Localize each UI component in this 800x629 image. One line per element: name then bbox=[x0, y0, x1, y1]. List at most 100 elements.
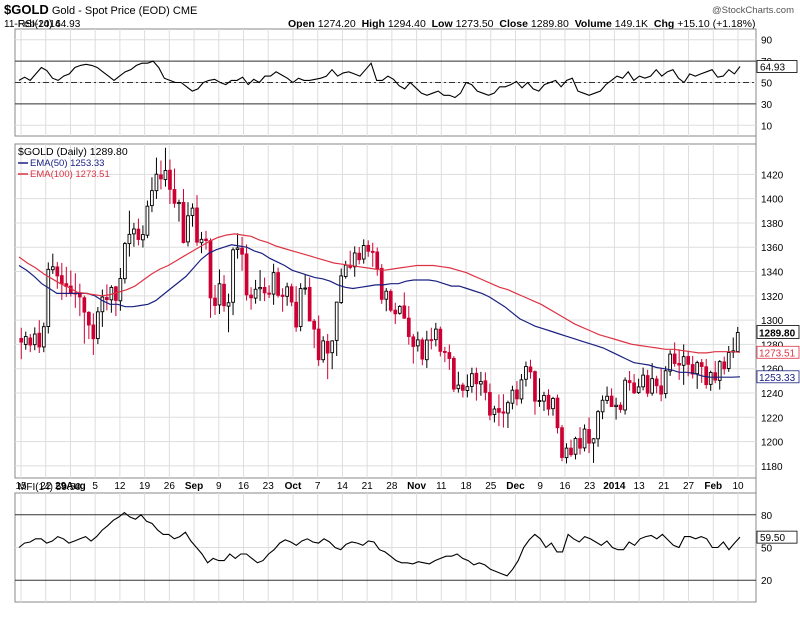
candle-body bbox=[172, 189, 177, 204]
candle-body bbox=[663, 370, 668, 395]
candle-body bbox=[258, 286, 262, 290]
candle-body bbox=[271, 272, 276, 295]
x-tick-label: Dec bbox=[506, 481, 525, 492]
symbol: $GOLD bbox=[4, 2, 49, 17]
candle-body bbox=[564, 447, 569, 459]
candle-body bbox=[352, 252, 357, 268]
candle-body bbox=[533, 371, 537, 402]
candle-body bbox=[23, 336, 28, 345]
candle-body bbox=[591, 438, 596, 444]
candle-body bbox=[600, 399, 605, 413]
candle-body bbox=[596, 411, 600, 440]
candle-body bbox=[105, 297, 109, 301]
x-tick-label: 2014 bbox=[603, 481, 626, 492]
candle-body bbox=[154, 173, 159, 192]
candle-body bbox=[208, 240, 213, 299]
high-label: High bbox=[361, 18, 385, 30]
candle-body bbox=[370, 250, 375, 253]
rsi-tick-label: 30 bbox=[761, 100, 773, 111]
candle-body bbox=[226, 302, 231, 307]
price-tick-label: 1200 bbox=[761, 438, 784, 449]
x-tick-label: 27 bbox=[683, 481, 695, 492]
candle-body bbox=[587, 429, 591, 444]
candle-body bbox=[519, 379, 524, 400]
x-tick-label: 16 bbox=[238, 481, 250, 492]
rsi-tick-label: 90 bbox=[761, 36, 773, 47]
candle-body bbox=[677, 363, 682, 366]
candle-body bbox=[524, 366, 528, 380]
candle-body bbox=[452, 357, 456, 390]
chg-value: +15.10 (+1.18%) bbox=[677, 18, 756, 30]
mfi-last-value-box bbox=[756, 530, 798, 544]
candle-body bbox=[100, 296, 105, 313]
candle-body bbox=[159, 174, 163, 180]
x-tick-label: Nov bbox=[407, 481, 426, 492]
candle-body bbox=[605, 395, 609, 401]
volume-label: Volume bbox=[574, 18, 612, 30]
candle-body bbox=[560, 427, 564, 458]
candle-body bbox=[141, 234, 145, 241]
candle-body bbox=[388, 290, 393, 311]
x-tick-label: 25 bbox=[485, 481, 497, 492]
x-tick-label: 22 bbox=[40, 481, 52, 492]
ema100-line bbox=[18, 233, 741, 354]
candle-body bbox=[722, 361, 727, 370]
candle-body bbox=[366, 244, 371, 252]
candle-body bbox=[240, 247, 244, 255]
candle-body bbox=[672, 353, 677, 364]
candle-body bbox=[555, 397, 560, 429]
candle-body bbox=[379, 267, 384, 300]
candle-body bbox=[361, 245, 366, 260]
price-tick-label: 1220 bbox=[761, 413, 784, 424]
candle-body bbox=[262, 286, 267, 294]
chart-date: 11-Feb-2014 bbox=[4, 19, 61, 30]
ema100-legend: EMA(100) 1273.51 bbox=[30, 169, 110, 180]
candle-body bbox=[461, 384, 465, 391]
candle-body bbox=[614, 404, 618, 408]
x-tick-label: 28 bbox=[386, 481, 398, 492]
close-label: Close bbox=[499, 18, 528, 30]
price-legend: $GOLD (Daily) 1289.80 bbox=[18, 146, 128, 158]
candle-body bbox=[163, 170, 168, 180]
candle-body bbox=[726, 352, 731, 369]
rsi-last-value-box bbox=[756, 60, 798, 73]
candle-body bbox=[307, 286, 312, 322]
candle-body bbox=[713, 372, 718, 381]
candle-body bbox=[217, 283, 222, 306]
chart-title: $GOLD Gold - Spot Price (EOD) CME bbox=[4, 2, 197, 17]
candle-body bbox=[699, 362, 704, 367]
candle-body bbox=[456, 384, 461, 390]
mfi-tick-label: 20 bbox=[761, 576, 773, 587]
x-tick-label: 18 bbox=[460, 481, 472, 492]
candle-body bbox=[339, 275, 344, 303]
price-tick-label: 1180 bbox=[761, 462, 783, 473]
candle-body bbox=[479, 380, 483, 385]
rsi-line bbox=[18, 60, 741, 99]
candle-body bbox=[695, 362, 700, 375]
x-tick-label: Sep bbox=[185, 481, 203, 492]
candle-body bbox=[420, 339, 425, 360]
candle-body bbox=[528, 366, 533, 373]
volume-value: 149.1K bbox=[614, 18, 649, 30]
candle-body bbox=[546, 394, 551, 410]
candle-body bbox=[145, 205, 150, 236]
candle-body bbox=[397, 305, 402, 314]
price-tick-label: 1240 bbox=[761, 389, 784, 400]
candle-body bbox=[483, 380, 488, 393]
candle-body bbox=[623, 379, 627, 411]
candle-body bbox=[280, 294, 285, 297]
candle-body bbox=[627, 380, 632, 384]
ema50-last-value-label: 1253.33 bbox=[759, 373, 796, 384]
candle-body bbox=[127, 233, 132, 245]
candle-body bbox=[582, 428, 587, 449]
candle-body bbox=[375, 251, 380, 270]
candle-body bbox=[506, 402, 510, 414]
candle-body bbox=[650, 378, 654, 394]
price-tick-label: 1260 bbox=[761, 365, 784, 376]
close-value: 1289.80 bbox=[530, 18, 569, 30]
ema50-legend: EMA(50) 1253.33 bbox=[30, 158, 104, 169]
candle-body bbox=[222, 283, 226, 307]
x-tick-label: 23 bbox=[584, 481, 596, 492]
candle-body bbox=[415, 339, 420, 347]
candle-body bbox=[244, 253, 249, 296]
